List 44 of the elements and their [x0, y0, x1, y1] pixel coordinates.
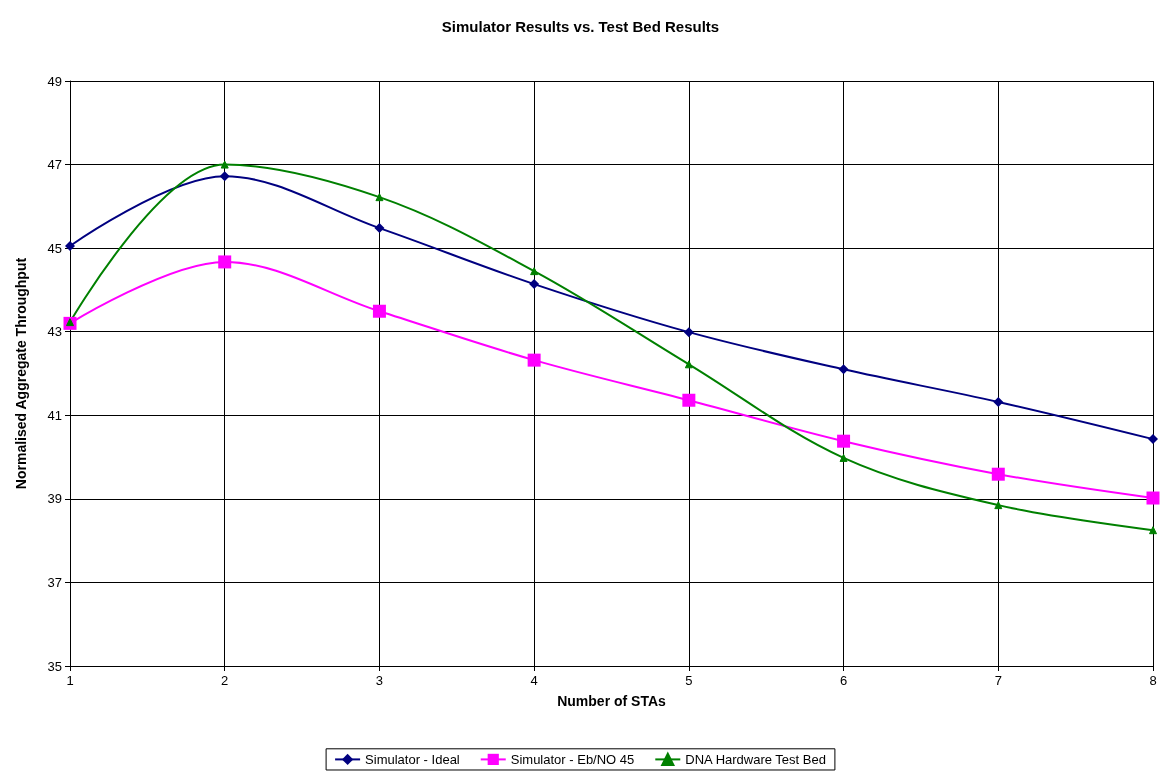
point	[839, 453, 848, 462]
y-tick-label: 39	[47, 491, 62, 507]
point	[837, 434, 851, 448]
point	[529, 279, 540, 290]
legend-label: DNA Hardware Test Bed	[685, 751, 826, 767]
chart-title: Simulator Results vs. Test Bed Results	[441, 18, 720, 35]
point	[218, 255, 232, 269]
x-tick-label: 1	[66, 673, 74, 688]
point	[683, 327, 694, 338]
point	[375, 193, 384, 202]
legend-label: Simulator - Ideal	[365, 751, 460, 767]
y-axis-title: Normalised Aggregate Throughput	[13, 257, 29, 490]
x-tick-label: 8	[1149, 673, 1157, 688]
point	[530, 267, 539, 276]
point	[1146, 491, 1160, 505]
point	[1148, 434, 1158, 445]
point	[374, 223, 385, 234]
point	[1149, 526, 1157, 535]
x-tick-label: 6	[839, 673, 848, 688]
point	[991, 467, 1005, 481]
point	[684, 360, 693, 369]
y-tick-label: 49	[47, 73, 62, 89]
point	[220, 160, 229, 169]
point	[993, 396, 1004, 407]
point	[372, 304, 386, 318]
x-tick-label: 3	[375, 673, 384, 688]
x-tick-label: 7	[994, 673, 1002, 688]
y-tick-label: 43	[47, 324, 62, 340]
y-tick-label: 47	[47, 157, 62, 173]
y-tick-label: 41	[47, 407, 62, 423]
x-tick-label: 2	[221, 673, 229, 688]
point	[219, 171, 230, 182]
point	[682, 393, 696, 407]
point	[527, 353, 541, 367]
point	[994, 501, 1003, 510]
y-tick-label: 35	[47, 658, 62, 674]
y-tick-label: 37	[47, 574, 62, 590]
x-tick-label: 4	[530, 673, 538, 688]
x-axis-title: Number of STAs	[557, 693, 667, 709]
point	[65, 241, 75, 252]
point	[838, 364, 849, 375]
legend-label: Simulator - Eb/NO 45	[510, 751, 635, 767]
x-tick-label: 5	[685, 673, 693, 688]
y-tick-label: 45	[47, 240, 62, 256]
